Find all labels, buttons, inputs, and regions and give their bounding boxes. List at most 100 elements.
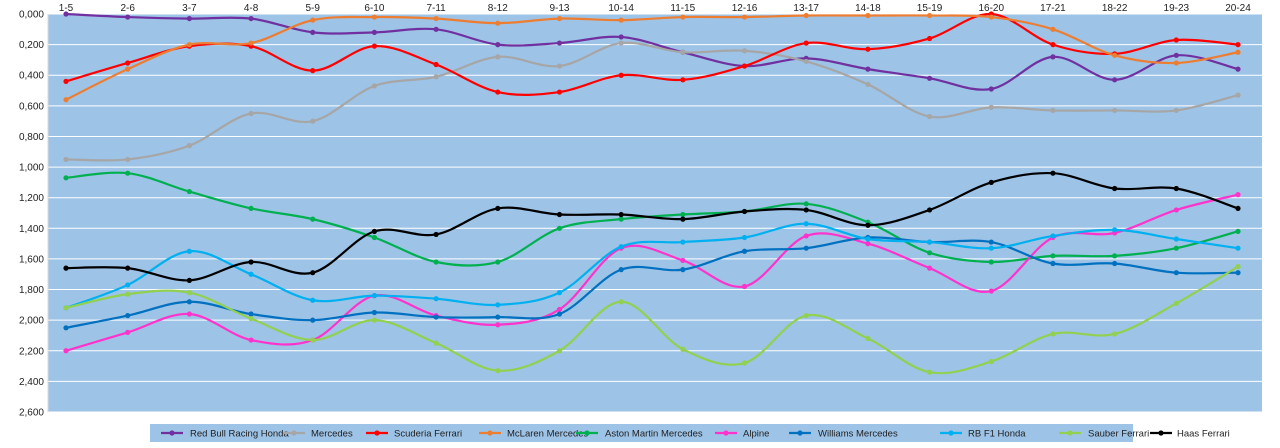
data-point: [926, 113, 933, 120]
x-tick-label: 16-20: [978, 3, 1004, 14]
data-point: [63, 348, 69, 354]
data-point: [988, 239, 994, 245]
data-point: [556, 311, 563, 317]
series-mercedes: [63, 40, 1241, 163]
data-point: [310, 270, 316, 276]
legend-marker: [1158, 430, 1164, 436]
data-point: [186, 290, 192, 296]
x-tick-label: 14-18: [855, 3, 881, 14]
data-point: [495, 205, 501, 212]
data-point: [1173, 207, 1179, 213]
data-point: [1112, 253, 1118, 259]
y-tick-label: 2,400: [19, 377, 44, 388]
data-point: [803, 12, 809, 19]
data-point: [1235, 92, 1241, 98]
data-point: [741, 14, 748, 20]
data-point: [1050, 253, 1056, 259]
x-tick-label: 2-6: [120, 3, 135, 14]
data-point: [310, 337, 316, 343]
data-point: [248, 15, 254, 22]
y-tick-label: 0,200: [19, 40, 44, 51]
x-tick-label: 7-11: [426, 3, 446, 14]
data-point: [1173, 300, 1179, 306]
series-line: [65, 41, 1239, 162]
data-point: [125, 265, 131, 271]
data-point: [556, 306, 563, 313]
data-point: [433, 340, 439, 346]
data-point: [495, 20, 501, 26]
legend-marker: [1067, 430, 1073, 436]
legend-marker: [723, 430, 729, 436]
data-point: [741, 360, 748, 366]
data-point: [803, 201, 809, 207]
data-point: [926, 207, 933, 213]
data-point: [186, 299, 192, 305]
data-point: [926, 250, 933, 256]
y-tick-label: 0,600: [19, 101, 44, 112]
data-point: [125, 282, 131, 288]
series-line: [65, 193, 1239, 352]
data-point: [926, 35, 933, 42]
legend-label: Sauber Ferrari: [1088, 429, 1149, 440]
x-tick-label: 13-17: [793, 3, 819, 14]
x-tick-label: 1-5: [59, 3, 74, 14]
data-point: [1173, 60, 1179, 66]
data-point: [310, 17, 316, 23]
data-point: [433, 15, 439, 22]
data-point: [1112, 185, 1118, 192]
legend-label: Aston Martin Mercedes: [605, 429, 703, 440]
data-point: [63, 156, 69, 163]
data-point: [988, 104, 994, 110]
data-point: [803, 40, 809, 46]
data-point: [1173, 185, 1179, 192]
data-point: [1235, 228, 1241, 234]
data-point: [680, 267, 686, 273]
data-point: [433, 61, 439, 68]
data-point: [1235, 192, 1241, 198]
data-point: [618, 17, 624, 23]
legend-marker: [948, 430, 954, 436]
data-point: [741, 208, 748, 215]
x-tick-label: 9-13: [549, 3, 569, 14]
data-point: [1235, 66, 1241, 72]
data-point: [803, 233, 809, 239]
data-point: [988, 259, 994, 265]
data-point: [186, 143, 192, 149]
data-point: [618, 34, 624, 40]
data-point: [310, 68, 316, 74]
data-point: [310, 29, 316, 35]
data-point: [988, 245, 994, 251]
data-point: [556, 225, 563, 231]
legend-marker: [584, 430, 590, 436]
y-tick-label: 2,600: [19, 408, 44, 419]
data-point: [495, 314, 501, 320]
data-point: [125, 60, 131, 66]
y-axis: 0,000 0,200 0,400 0,600 0,800 1,000 1,200 1,400…: [19, 10, 44, 419]
y-tick-label: 1,200: [19, 193, 44, 204]
data-point: [988, 179, 994, 185]
data-point: [248, 205, 254, 212]
data-point: [371, 309, 378, 316]
data-point: [556, 348, 563, 354]
data-point: [556, 211, 563, 218]
data-point: [125, 66, 131, 72]
data-point: [680, 211, 686, 218]
data-point: [680, 257, 686, 264]
data-point: [926, 75, 933, 81]
data-point: [186, 277, 192, 283]
x-tick-label: 10-14: [608, 3, 634, 14]
x-tick-label: 12-16: [732, 3, 758, 14]
data-point: [803, 312, 809, 319]
data-point: [1112, 52, 1118, 58]
data-point: [1235, 49, 1241, 55]
legend-label: Haas Ferrari: [1177, 429, 1230, 440]
data-point: [1050, 170, 1056, 176]
x-tick-label: 4-8: [244, 3, 259, 14]
legend-marker: [797, 430, 803, 436]
y-tick-label: 1,800: [19, 285, 44, 296]
legend-marker: [487, 430, 493, 436]
plot-area: [48, 14, 1262, 412]
data-point: [1050, 42, 1056, 48]
legend-label: Williams Mercedes: [818, 429, 898, 440]
